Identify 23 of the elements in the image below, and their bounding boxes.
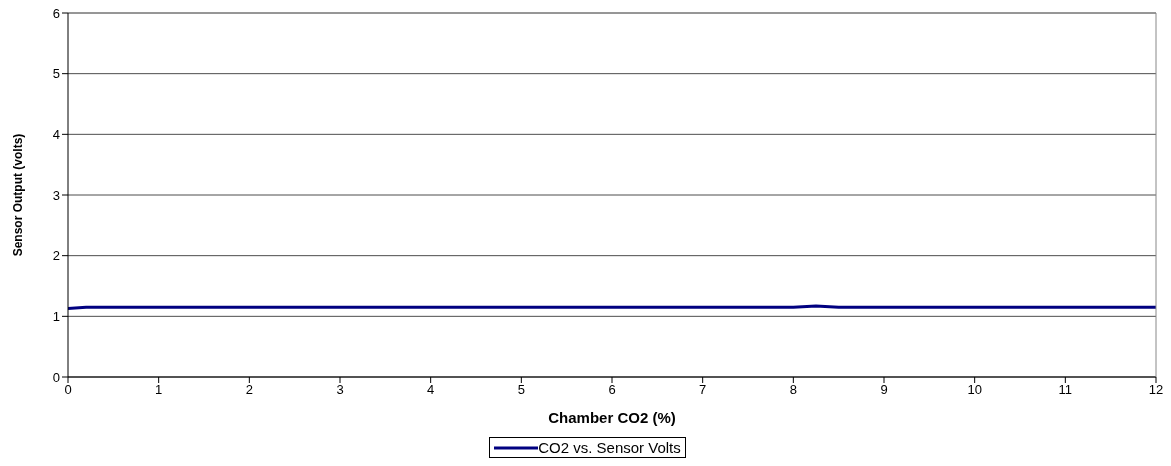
y-tick-label: 3: [52, 187, 60, 203]
y-tick-label: 5: [52, 66, 60, 82]
x-tick-label: 0: [64, 382, 72, 398]
x-tick-label: 12: [1148, 382, 1164, 398]
y-tick-label: 2: [52, 248, 60, 264]
y-tick-label: 0: [52, 369, 60, 385]
x-tick-label: 5: [517, 382, 525, 398]
x-tick-label: 2: [245, 382, 253, 398]
x-tick-label: 8: [789, 382, 797, 398]
legend-label: CO2 vs. Sensor Volts: [538, 439, 681, 456]
x-tick-label: 4: [427, 382, 435, 398]
x-tick-label: 3: [336, 382, 344, 398]
x-tick-label: 6: [608, 382, 616, 398]
x-tick-label: 9: [880, 382, 888, 398]
x-tick-label: 11: [1058, 382, 1073, 398]
x-tick-label: 7: [699, 382, 707, 398]
y-tick-label: 4: [52, 126, 60, 142]
y-tick-label: 1: [52, 308, 60, 324]
x-tick-label: 10: [967, 382, 982, 398]
y-axis-title: Sensor Output (volts): [11, 133, 26, 257]
x-tick-label: 1: [155, 382, 163, 398]
y-tick-label: 6: [52, 5, 60, 21]
x-axis-title: Chamber CO2 (%): [548, 409, 676, 426]
